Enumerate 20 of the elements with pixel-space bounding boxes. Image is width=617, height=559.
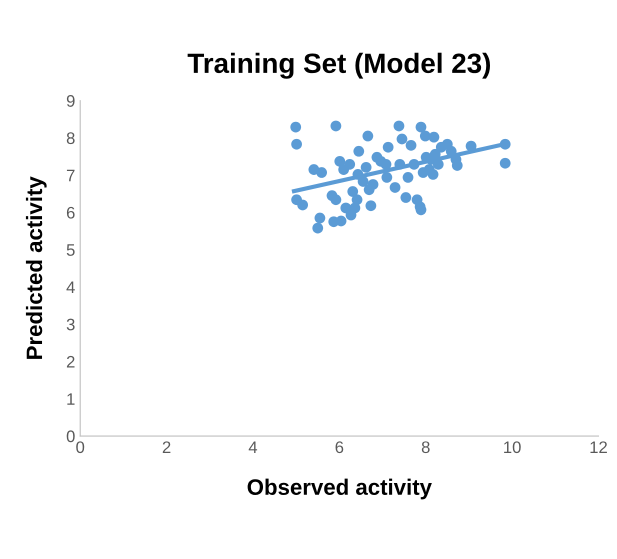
y-tick-label: 1	[67, 393, 75, 405]
x-tick-label: 12	[590, 441, 607, 453]
x-tick-label: 8	[422, 441, 430, 454]
x-tick-label: 0	[76, 441, 84, 454]
y-tick-label: 7	[66, 170, 75, 182]
x-axis-title: Observed activity	[248, 478, 432, 500]
y-tick-label: 3	[66, 318, 75, 330]
x-tick-label: 4	[248, 441, 258, 453]
y-tick-label: 8	[66, 132, 75, 144]
y-axis-title: Predicted activity	[26, 176, 47, 359]
y-tick-label: 4	[66, 282, 75, 293]
y-tick-label: 9	[66, 95, 75, 107]
chart-title: Training Set (Model 23)	[188, 52, 490, 79]
x-tick-label: 2	[162, 441, 170, 453]
x-tick-label: 6	[336, 441, 344, 454]
y-tick-label: 5	[66, 244, 75, 256]
y-tick-label: 6	[66, 206, 75, 219]
x-tick-label: 10	[504, 441, 521, 454]
y-tick-label: 2	[66, 356, 75, 368]
y-tick-label: 0	[66, 430, 75, 442]
